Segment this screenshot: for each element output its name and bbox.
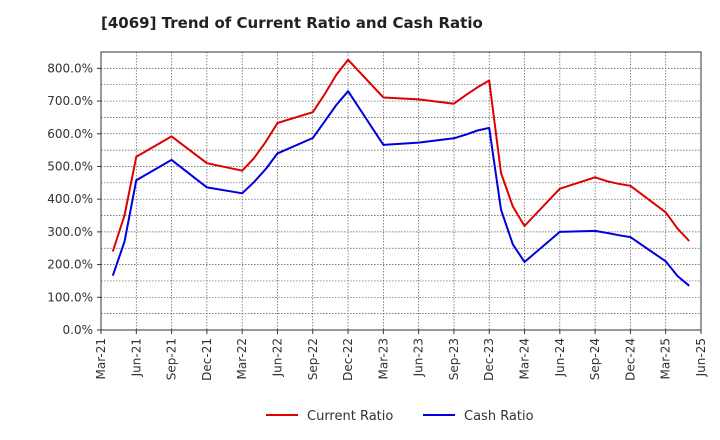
plot-frame (100, 51, 702, 331)
y-tick-label: 700.0% (47, 94, 93, 108)
x-tick-label: Jun-25 (694, 338, 708, 377)
x-tick-label: Mar-24 (518, 338, 532, 379)
y-axis: 0.0% 100.0% 200.0% 300.0% 400.0% 500.0% 600.0%… (47, 61, 101, 337)
y-tick-label: 500.0% (47, 159, 93, 173)
y-tick-label: 400.0% (47, 192, 93, 206)
x-tick-label: Mar-23 (376, 338, 390, 379)
x-tick-label: Jun-22 (270, 338, 284, 377)
grid-lines (101, 52, 701, 330)
series-line-cash-ratio (111, 90, 690, 287)
y-tick-label: 200.0% (47, 258, 93, 272)
y-tick-label: 800.0% (47, 61, 93, 75)
x-tick-label: Mar-25 (659, 338, 673, 379)
x-tick-label: Jun-21 (129, 338, 143, 377)
x-tick-label: Sep-22 (306, 338, 320, 380)
x-tick-label: Dec-22 (341, 338, 355, 381)
x-tick-label: Jun-23 (412, 338, 426, 377)
chart-title: [4069] Trend of Current Ratio and Cash R… (101, 14, 483, 32)
x-tick-label: Mar-21 (94, 338, 108, 379)
legend-label: Cash Ratio (464, 409, 534, 424)
x-tick-label: Sep-24 (588, 338, 602, 380)
x-tick-label: Dec-24 (623, 338, 637, 381)
legend-label: Current Ratio (307, 409, 393, 424)
y-tick-label: 100.0% (47, 290, 93, 304)
series-line-current-ratio (111, 58, 690, 252)
legend: Current Ratio Cash Ratio (266, 409, 534, 424)
plot-area (101, 52, 701, 330)
x-tick-label: Dec-23 (482, 338, 496, 381)
x-tick-label: Jun-24 (553, 338, 567, 377)
series-lines (111, 58, 690, 287)
x-tick-label: Dec-21 (200, 338, 214, 381)
y-tick-label: 0.0% (63, 323, 94, 337)
x-axis: Mar-21 Jun-21 Sep-21 Dec-21 Mar-22 Jun-22 Sep-… (94, 330, 708, 381)
y-tick-label: 600.0% (47, 127, 93, 141)
x-tick-label: Mar-22 (235, 338, 249, 379)
x-tick-label: Sep-21 (165, 338, 179, 380)
x-tick-label: Sep-23 (447, 338, 461, 380)
y-tick-label: 300.0% (47, 225, 93, 239)
